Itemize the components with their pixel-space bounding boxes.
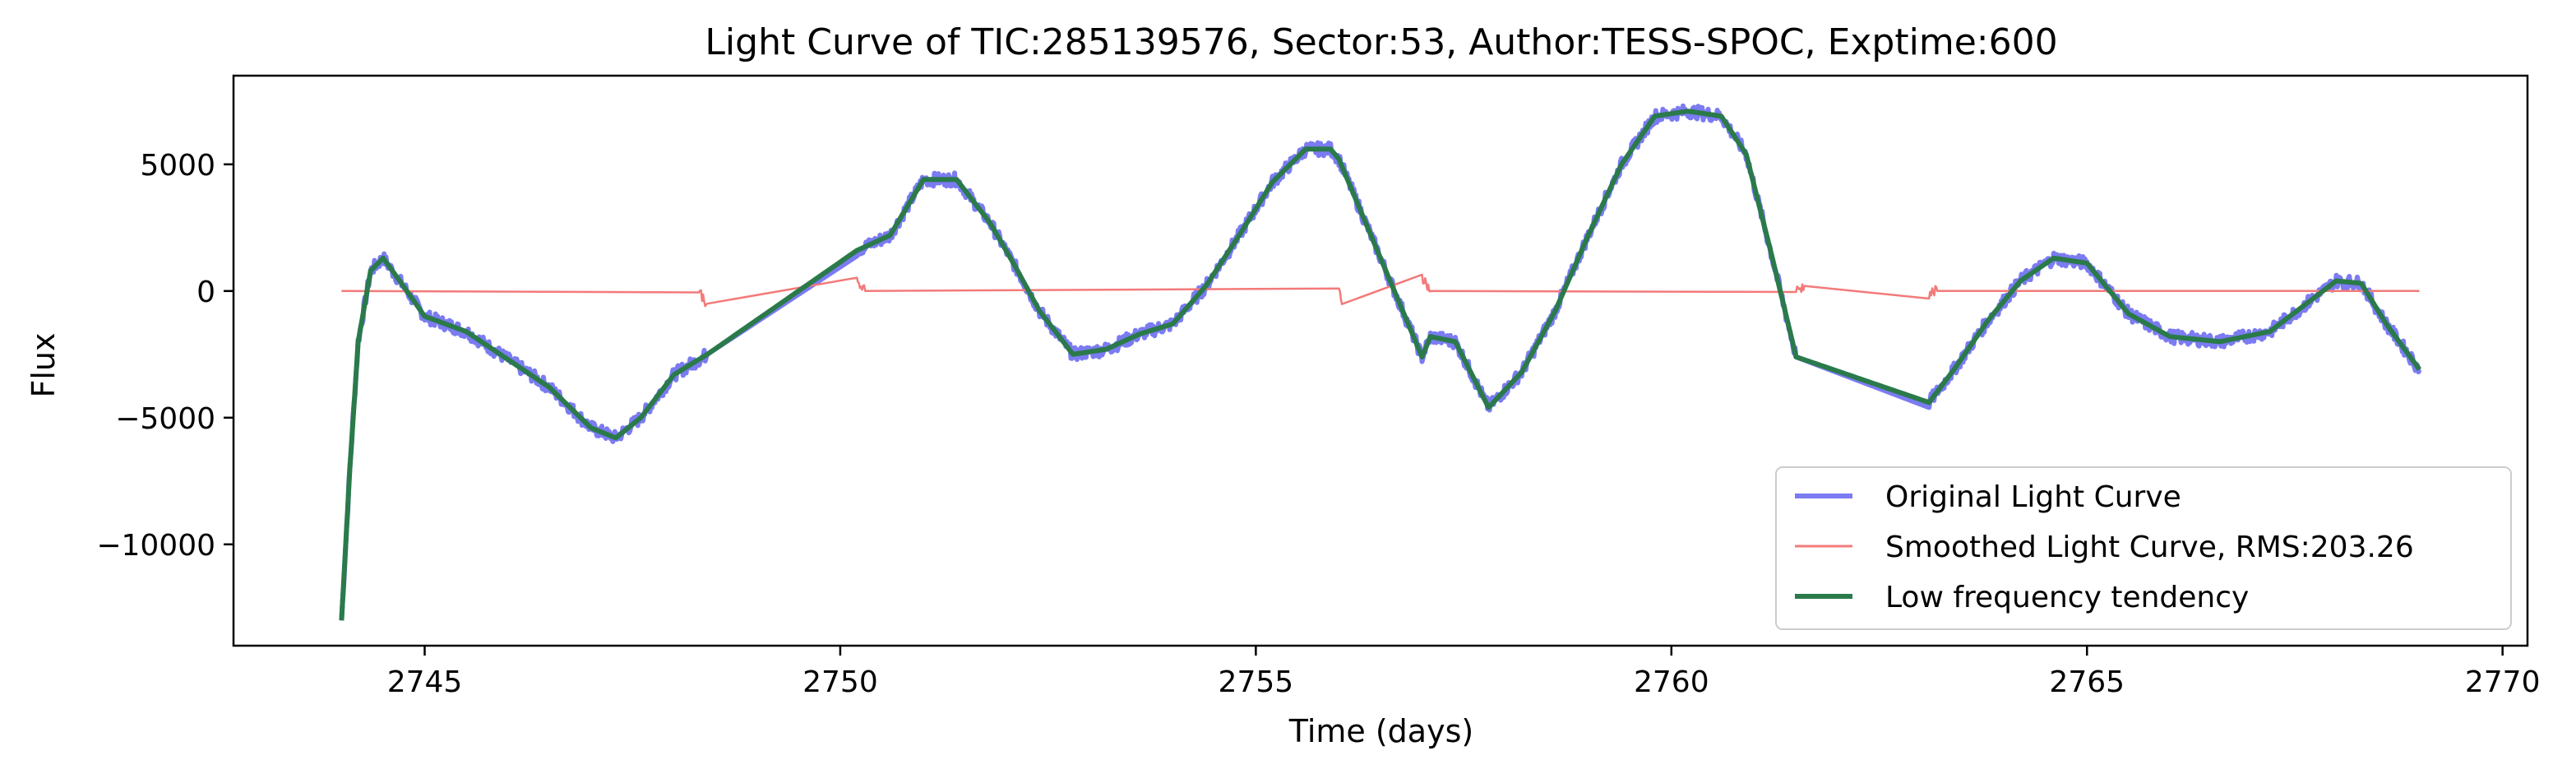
legend-entry-low-frequency: Low frequency tendency bbox=[1885, 581, 2249, 614]
chart-title: Light Curve of TIC:285139576, Sector:53,… bbox=[705, 21, 2057, 63]
x-tick-label: 2770 bbox=[2465, 665, 2541, 699]
legend-entry-original: Original Light Curve bbox=[1885, 480, 2181, 514]
legend: Original Light Curve Smoothed Light Curv… bbox=[1775, 466, 2512, 630]
x-tick-label: 2755 bbox=[1219, 665, 1294, 699]
series-line-low-frequency bbox=[339, 109, 2422, 621]
legend-box bbox=[1775, 466, 2512, 630]
series-line-smoothed bbox=[341, 273, 2420, 308]
x-tick-label: 2760 bbox=[1634, 665, 1709, 699]
y-tick-label: 0 bbox=[197, 276, 215, 309]
x-tick-label: 2745 bbox=[387, 665, 463, 699]
legend-entry-smoothed: Smoothed Light Curve, RMS:203.26 bbox=[1885, 531, 2414, 564]
y-tick-label: −10000 bbox=[96, 529, 215, 563]
y-tick-label: −5000 bbox=[115, 402, 215, 436]
x-axis-label: Time (days) bbox=[1288, 713, 1473, 749]
y-tick-label: 5000 bbox=[140, 149, 215, 183]
plot-frame bbox=[232, 74, 2529, 647]
y-axis-label: Flux bbox=[25, 333, 62, 398]
x-tick-label: 2750 bbox=[802, 665, 878, 699]
x-tick-label: 2765 bbox=[2049, 665, 2125, 699]
